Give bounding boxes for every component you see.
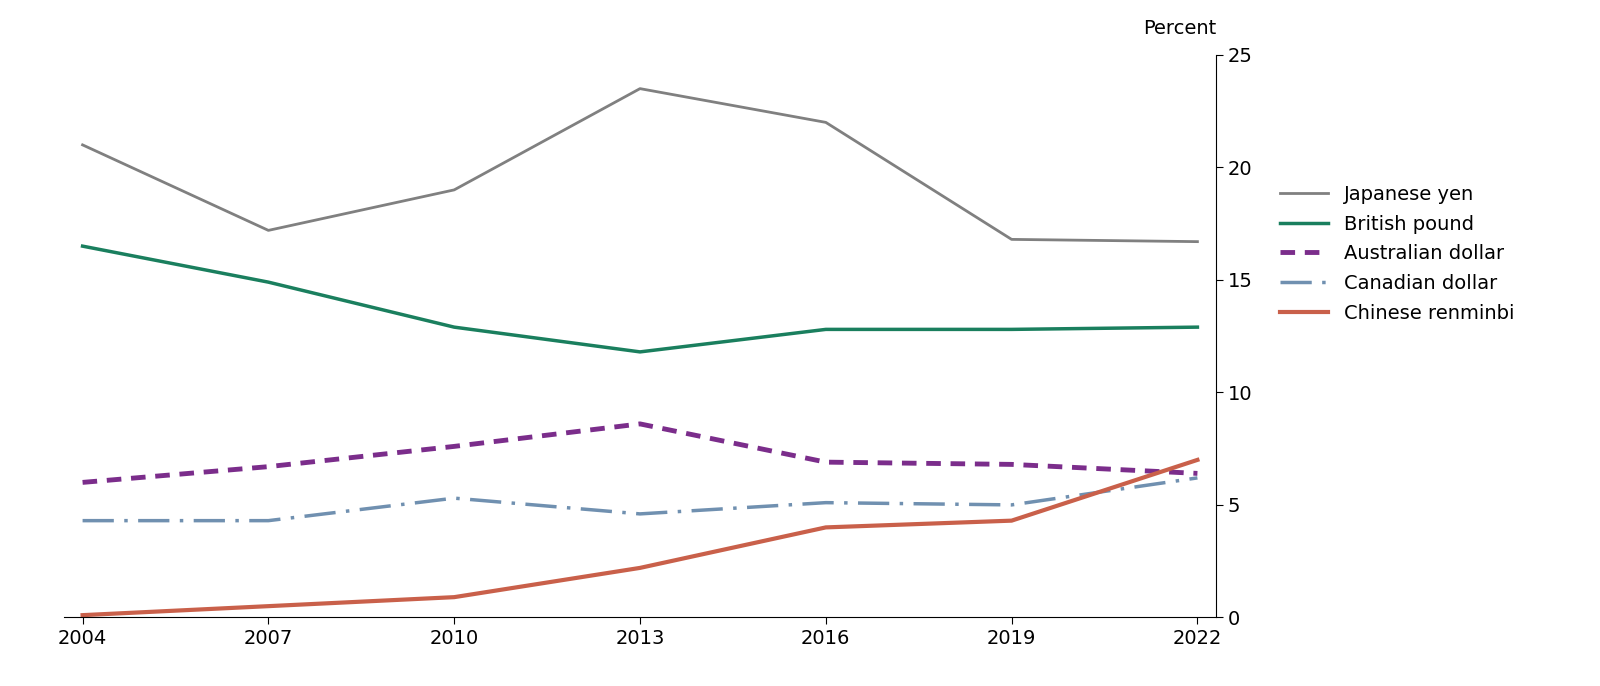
British pound: [1002, 325, 1021, 333]
Canadian dollar: [1002, 501, 1021, 509]
Canadian dollar: [816, 499, 835, 507]
Japanese yen: [445, 186, 464, 194]
British pound: [816, 325, 835, 333]
Japanese yen: [259, 226, 278, 235]
Japanese yen: [74, 141, 93, 149]
Canadian dollar: [74, 517, 93, 525]
British pound: [259, 278, 278, 286]
Line: Australian dollar: Australian dollar: [83, 424, 1197, 482]
Japanese yen: [630, 84, 650, 93]
Australian dollar: [74, 478, 93, 486]
Canadian dollar: [630, 510, 650, 518]
Chinese renminbi: [445, 593, 464, 601]
British pound: [630, 348, 650, 356]
Australian dollar: [259, 462, 278, 471]
Chinese renminbi: [816, 523, 835, 532]
Line: Japanese yen: Japanese yen: [83, 88, 1197, 241]
Australian dollar: [1002, 460, 1021, 469]
Canadian dollar: [1187, 474, 1206, 482]
Line: Chinese renminbi: Chinese renminbi: [83, 460, 1197, 615]
Canadian dollar: [445, 494, 464, 502]
British pound: [74, 242, 93, 250]
Line: Canadian dollar: Canadian dollar: [83, 478, 1197, 521]
Japanese yen: [1002, 235, 1021, 244]
Australian dollar: [1187, 469, 1206, 477]
British pound: [1187, 323, 1206, 331]
Chinese renminbi: [1002, 517, 1021, 525]
Canadian dollar: [259, 517, 278, 525]
Line: British pound: British pound: [83, 246, 1197, 352]
British pound: [445, 323, 464, 331]
Australian dollar: [816, 458, 835, 466]
Text: Percent: Percent: [1142, 19, 1216, 38]
Chinese renminbi: [630, 564, 650, 572]
Legend: Japanese yen, British pound, Australian dollar, Canadian dollar, Chinese renminb: Japanese yen, British pound, Australian …: [1272, 177, 1522, 331]
Australian dollar: [445, 442, 464, 451]
Japanese yen: [1187, 237, 1206, 246]
Australian dollar: [630, 420, 650, 428]
Chinese renminbi: [1187, 456, 1206, 464]
Japanese yen: [816, 118, 835, 126]
Chinese renminbi: [74, 611, 93, 619]
Chinese renminbi: [259, 602, 278, 611]
